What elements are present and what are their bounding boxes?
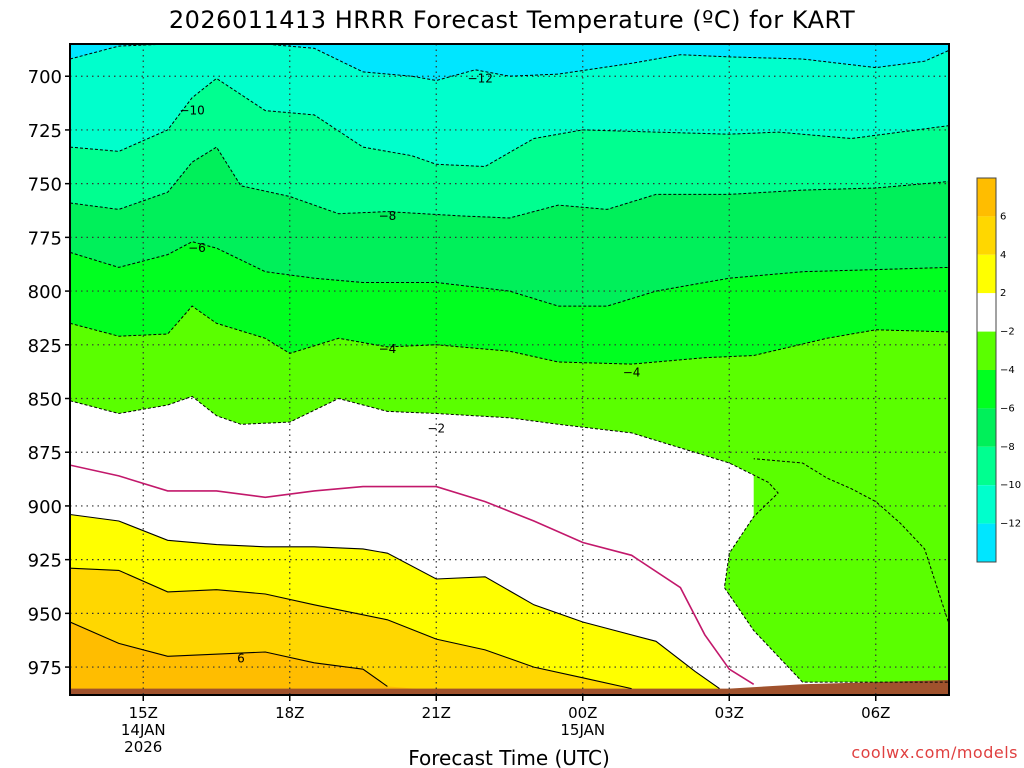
colorbar-swatch-2 [977,254,996,294]
y-tick-label-750: 750 [28,175,62,196]
grid-layer [70,44,949,695]
colorbar-swatch-4 [977,331,996,370]
colorbar-label-5: −6 [1000,403,1015,414]
contour-label-7: 6 [237,651,245,665]
plot-area [70,44,949,695]
band-6-to-8 [70,622,490,695]
y-tick-label-775: 775 [28,228,62,249]
y-tick-label-850: 850 [28,390,62,411]
band-cold-pocket-minus2-to-minus4 [753,458,949,683]
contour-label-4: −4 [379,342,397,356]
colorbar-swatch-3 [977,293,996,332]
colorbar-label-8: −12 [1000,519,1021,530]
chart-title: 2026011413 HRRR Forecast Temperature (ºC… [169,6,855,34]
isotherm-minus8 [70,146,949,219]
colorbar-label-7: −10 [1000,480,1021,491]
colorbar: 6 4 2 −2 −4 −6 −8 −10 −12 [976,177,1021,563]
colorbar-label-3: −2 [1000,327,1015,338]
contour-label-1: −10 [179,104,204,118]
colorbar-label-2: 2 [1000,288,1006,299]
x-tick-label-15Z-2: 2026 [124,738,162,756]
x-tick-label-03Z-0: 03Z [715,704,744,722]
contour-label-3: −6 [188,241,206,255]
contour-layer: −12 −10 −8 −6 −4 −4 −2 6 [70,44,949,690]
y-axis: 700 725 750 775 800 825 850 875 900 925 950 975 [28,67,70,679]
colorbar-label-6: −8 [1000,442,1015,453]
y-tick-label-900: 900 [28,497,62,518]
colorbar-swatch-6 [977,408,996,447]
x-tick-label-00Z-1: 15JAN [560,721,605,739]
colorbar-frame [976,177,997,563]
ground-surface [70,680,949,695]
colorbar-label-0: 6 [1000,211,1006,222]
y-tick-label-825: 825 [28,336,62,357]
colorbar-swatch-5 [977,370,996,409]
x-tick-label-06Z-0: 06Z [861,704,890,722]
y-tick-label-800: 800 [28,282,62,303]
colorbar-swatch-9 [977,523,996,562]
credit-text: coolwx.com/models [851,743,1018,762]
y-tick-label-700: 700 [28,67,62,88]
isotherm-minus6 [70,241,949,307]
isotherm-minus12 [70,44,949,82]
contour-label-6: −2 [427,422,445,436]
colorbar-label-4: −4 [1000,365,1015,376]
colorbar-swatch-1 [977,216,996,255]
y-tick-label-725: 725 [28,121,62,142]
colorbar-swatch-7 [977,446,996,486]
contour-label-5: −4 [623,366,641,380]
colorbar-label-1: 4 [1000,250,1006,261]
isotherm-minus4 [70,305,949,365]
isotherm-plus6 [70,621,388,687]
y-tick-label-950: 950 [28,604,62,625]
isotherm-zero [70,464,755,685]
y-tick-label-975: 975 [28,658,62,679]
x-tick-label-15Z-1: 14JAN [121,721,166,739]
isotherm-plus2 [70,513,720,690]
y-tick-label-925: 925 [28,551,62,572]
x-tick-label-00Z-0: 00Z [568,704,597,722]
x-tick-label-21Z-0: 21Z [422,704,451,722]
isotherm-minus2 [70,395,949,683]
isotherm-plus4 [70,567,632,690]
contour-label-0: −12 [468,71,493,85]
y-tick-label-875: 875 [28,443,62,464]
colorbar-swatch-0 [977,178,996,217]
plot-frame [69,43,950,696]
isotherm-minus10 [70,77,949,168]
contour-label-2: −8 [379,209,397,223]
x-tick-label-15Z-0: 15Z [129,704,158,722]
x-axis-label: Forecast Time (UTC) [408,746,610,768]
colorbar-swatch-8 [977,485,996,524]
x-tick-label-18Z-0: 18Z [275,704,304,722]
